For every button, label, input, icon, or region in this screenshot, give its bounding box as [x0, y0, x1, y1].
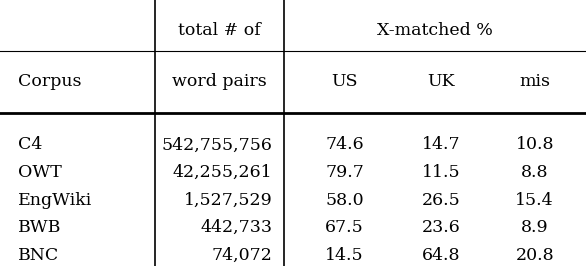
Text: 442,733: 442,733: [200, 219, 272, 236]
Text: OWT: OWT: [18, 164, 62, 181]
Text: C4: C4: [18, 136, 42, 153]
Text: 67.5: 67.5: [325, 219, 364, 236]
Text: 14.5: 14.5: [325, 247, 364, 264]
Text: 14.7: 14.7: [422, 136, 461, 153]
Text: 64.8: 64.8: [422, 247, 461, 264]
Text: US: US: [331, 73, 358, 90]
Text: Corpus: Corpus: [18, 73, 81, 90]
Text: X-matched %: X-matched %: [377, 22, 493, 39]
Text: 8.8: 8.8: [521, 164, 548, 181]
Text: mis: mis: [519, 73, 550, 90]
Text: 15.4: 15.4: [515, 192, 554, 209]
Text: 74,072: 74,072: [212, 247, 272, 264]
Text: 1,527,529: 1,527,529: [184, 192, 272, 209]
Text: 11.5: 11.5: [422, 164, 461, 181]
Text: 74.6: 74.6: [325, 136, 364, 153]
Text: BNC: BNC: [18, 247, 59, 264]
Text: 542,755,756: 542,755,756: [162, 136, 272, 153]
Text: total # of: total # of: [178, 22, 261, 39]
Text: 26.5: 26.5: [422, 192, 461, 209]
Text: UK: UK: [427, 73, 455, 90]
Text: EngWiki: EngWiki: [18, 192, 92, 209]
Text: 79.7: 79.7: [325, 164, 364, 181]
Text: 8.9: 8.9: [521, 219, 548, 236]
Text: 58.0: 58.0: [325, 192, 364, 209]
Text: 42,255,261: 42,255,261: [173, 164, 272, 181]
Text: word pairs: word pairs: [172, 73, 267, 90]
Text: BWB: BWB: [18, 219, 61, 236]
Text: 23.6: 23.6: [422, 219, 461, 236]
Text: 20.8: 20.8: [515, 247, 554, 264]
Text: 10.8: 10.8: [516, 136, 554, 153]
